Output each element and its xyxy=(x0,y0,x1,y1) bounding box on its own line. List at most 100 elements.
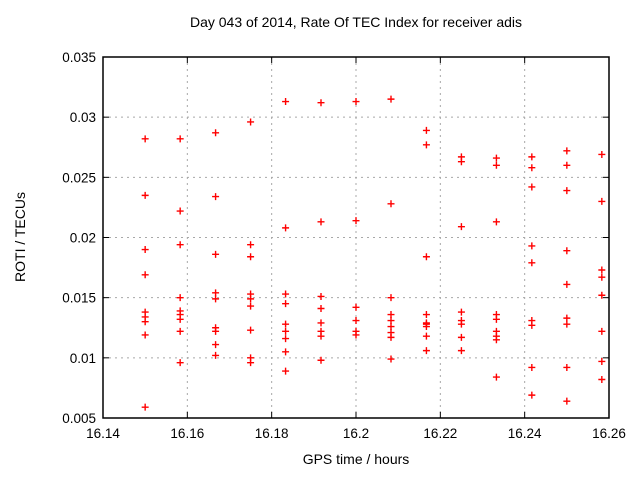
x-tick-label: 16.16 xyxy=(170,426,204,441)
data-point-marker xyxy=(317,99,325,107)
x-tick-label: 16.24 xyxy=(508,426,542,441)
data-point-marker xyxy=(598,197,606,205)
x-tick-label: 16.14 xyxy=(86,426,120,441)
data-point-marker xyxy=(598,273,606,281)
data-point-marker xyxy=(598,327,606,335)
data-point-marker xyxy=(247,118,255,126)
data-point-marker xyxy=(492,336,500,344)
data-point-marker xyxy=(563,187,571,195)
data-point-marker xyxy=(563,363,571,371)
data-point-marker xyxy=(282,290,290,298)
data-point-marker xyxy=(422,332,430,340)
data-point-marker xyxy=(317,304,325,312)
data-point-marker xyxy=(457,347,465,355)
data-point-marker xyxy=(563,161,571,169)
x-tick-labels: 16.14 16.16 16.18 16.2 16.22 16.24 16.26 xyxy=(86,426,626,441)
data-point-marker xyxy=(352,331,360,339)
data-point-marker xyxy=(387,294,395,302)
data-point-marker xyxy=(598,291,606,299)
x-tick-label: 16.2 xyxy=(343,426,369,441)
data-point-marker xyxy=(176,359,184,367)
data-points-layer xyxy=(141,95,606,411)
data-point-marker xyxy=(141,318,149,326)
data-point-marker xyxy=(387,323,395,331)
y-tick-label: 0.035 xyxy=(62,50,96,65)
data-point-marker xyxy=(422,141,430,149)
data-point-marker xyxy=(141,403,149,411)
plot-border xyxy=(102,56,610,419)
y-tick-label: 0.03 xyxy=(70,110,96,125)
data-point-marker xyxy=(141,191,149,199)
data-point-marker xyxy=(598,266,606,274)
data-point-marker xyxy=(282,224,290,232)
data-point-marker xyxy=(563,397,571,405)
data-point-marker xyxy=(387,95,395,103)
data-point-marker xyxy=(282,300,290,308)
y-tick-label: 0.005 xyxy=(62,411,96,426)
data-point-marker xyxy=(317,356,325,364)
chart-title: Day 043 of 2014, Rate Of TEC Index for r… xyxy=(190,14,522,30)
data-point-marker xyxy=(598,357,606,365)
data-point-marker xyxy=(317,332,325,340)
data-point-marker xyxy=(457,320,465,328)
data-point-marker xyxy=(457,333,465,341)
x-tick-label: 16.18 xyxy=(255,426,289,441)
data-point-marker xyxy=(528,363,536,371)
grid-lines xyxy=(103,57,609,418)
data-point-marker xyxy=(563,280,571,288)
data-point-marker xyxy=(282,98,290,106)
data-point-marker xyxy=(282,320,290,328)
data-point-marker xyxy=(317,218,325,226)
data-point-marker xyxy=(176,207,184,215)
data-point-marker xyxy=(598,150,606,158)
data-point-marker xyxy=(247,326,255,334)
data-point-marker xyxy=(212,351,220,359)
data-point-marker xyxy=(422,347,430,355)
data-point-marker xyxy=(492,315,500,323)
data-point-marker xyxy=(352,303,360,311)
data-point-marker xyxy=(247,295,255,303)
data-point-marker xyxy=(528,391,536,399)
data-point-marker xyxy=(212,250,220,258)
data-point-marker xyxy=(317,319,325,327)
data-point-marker xyxy=(457,308,465,316)
data-point-marker xyxy=(282,367,290,375)
data-point-marker xyxy=(563,314,571,322)
x-axis-label: GPS time / hours xyxy=(303,451,410,467)
data-point-marker xyxy=(528,321,536,329)
data-point-marker xyxy=(422,253,430,261)
data-point-marker xyxy=(387,317,395,325)
data-point-marker xyxy=(247,253,255,261)
data-point-marker xyxy=(176,241,184,249)
data-point-marker xyxy=(212,341,220,349)
data-point-marker xyxy=(457,158,465,166)
data-point-marker xyxy=(528,242,536,250)
data-point-marker xyxy=(176,315,184,323)
data-point-marker xyxy=(563,247,571,255)
y-tick-label: 0.02 xyxy=(70,231,96,246)
data-point-marker xyxy=(422,126,430,134)
data-point-marker xyxy=(141,271,149,279)
data-point-marker xyxy=(247,241,255,249)
data-point-marker xyxy=(387,311,395,319)
data-point-marker xyxy=(387,200,395,208)
data-point-marker xyxy=(563,320,571,328)
data-point-marker xyxy=(492,218,500,226)
data-point-marker xyxy=(141,135,149,143)
data-point-marker xyxy=(212,129,220,137)
data-point-marker xyxy=(528,164,536,172)
data-point-marker xyxy=(457,223,465,231)
data-point-marker xyxy=(141,246,149,254)
y-tick-labels: 0.005 0.01 0.015 0.02 0.025 0.03 0.035 xyxy=(62,50,96,426)
data-point-marker xyxy=(317,292,325,300)
data-point-marker xyxy=(387,333,395,341)
data-point-marker xyxy=(492,154,500,162)
plot-frame xyxy=(102,56,610,419)
data-point-marker xyxy=(528,183,536,191)
data-point-marker xyxy=(422,323,430,331)
y-tick-label: 0.015 xyxy=(62,291,96,306)
data-point-marker xyxy=(492,161,500,169)
data-point-marker xyxy=(247,359,255,367)
